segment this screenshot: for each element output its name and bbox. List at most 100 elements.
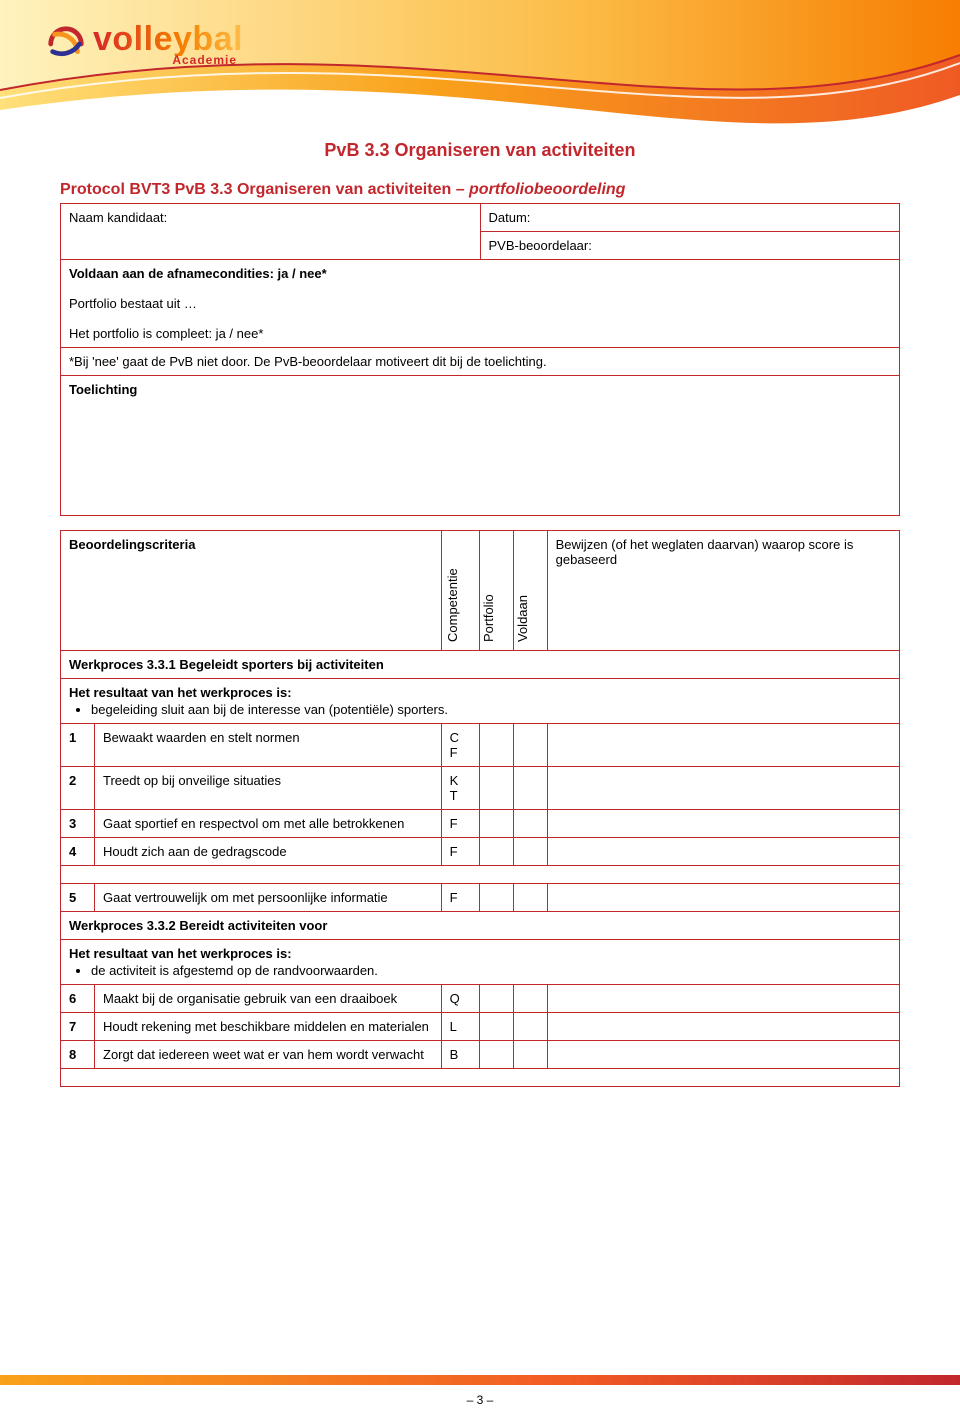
row-evidence bbox=[547, 1041, 899, 1069]
col-portfolio: Portfolio bbox=[479, 531, 513, 651]
datum-label: Datum: bbox=[489, 210, 531, 225]
wp2-body: Het resultaat van het werkproces is: de … bbox=[61, 940, 900, 985]
table-row: 8 Zorgt dat iedereen weet wat er van hem… bbox=[61, 1041, 900, 1069]
wp2-head: Werkproces 3.3.2 Bereidt activiteiten vo… bbox=[61, 912, 900, 940]
table-row: 4 Houdt zich aan de gedragscode F bbox=[61, 838, 900, 866]
condities-cell: Voldaan aan de afnamecondities: ja / nee… bbox=[61, 260, 900, 348]
row-portfolio bbox=[479, 1013, 513, 1041]
row-voldaan bbox=[513, 724, 547, 767]
toelichting-label: Toelichting bbox=[69, 382, 137, 397]
row-num: 1 bbox=[61, 724, 95, 767]
toelichting-cell: Toelichting bbox=[61, 376, 900, 516]
volleyball-icon bbox=[45, 23, 87, 65]
condities-label: Voldaan aan de afnamecondities: ja / nee… bbox=[69, 266, 891, 281]
row-num: 6 bbox=[61, 985, 95, 1013]
row-comp: F bbox=[441, 838, 479, 866]
table-row: 5 Gaat vertrouwelijk om met persoonlijke… bbox=[61, 884, 900, 912]
portfolio-compleet: Het portfolio is compleet: ja / nee* bbox=[69, 326, 891, 341]
row-num: 5 bbox=[61, 884, 95, 912]
page-number: – 3 – bbox=[0, 1393, 960, 1407]
spacer-row bbox=[61, 866, 900, 884]
wp1-title: Werkproces 3.3.1 Begeleidt sporters bij … bbox=[69, 657, 891, 672]
row-desc: Maakt bij de organisatie gebruik van een… bbox=[95, 985, 442, 1013]
brand-logo: volleybal Academie bbox=[45, 22, 243, 66]
row-portfolio bbox=[479, 810, 513, 838]
table-row: 6 Maakt bij de organisatie gebruik van e… bbox=[61, 985, 900, 1013]
col-voldaan-label: Voldaan bbox=[515, 595, 530, 642]
row-voldaan bbox=[513, 985, 547, 1013]
row-num: 8 bbox=[61, 1041, 95, 1069]
row-num: 4 bbox=[61, 838, 95, 866]
wp1-head: Werkproces 3.3.1 Begeleidt sporters bij … bbox=[61, 651, 900, 679]
col-portfolio-label: Portfolio bbox=[481, 594, 496, 642]
col-evidence-label: Bewijzen (of het weglaten daarvan) waaro… bbox=[556, 537, 854, 567]
table-row: 3 Gaat sportief en respectvol om met all… bbox=[61, 810, 900, 838]
row-voldaan bbox=[513, 810, 547, 838]
row-voldaan bbox=[513, 1041, 547, 1069]
row-portfolio bbox=[479, 1041, 513, 1069]
naam-cell: Naam kandidaat: bbox=[61, 204, 481, 260]
wp2-bullet: de activiteit is afgestemd op de randvoo… bbox=[91, 963, 891, 978]
table-row: 7 Houdt rekening met beschikbare middele… bbox=[61, 1013, 900, 1041]
row-comp: F bbox=[441, 884, 479, 912]
bij-nee-text: *Bij 'nee' gaat de PvB niet door. De PvB… bbox=[69, 354, 547, 369]
wp1-bullet: begeleiding sluit aan bij de interesse v… bbox=[91, 702, 891, 717]
row-desc: Gaat sportief en respectvol om met alle … bbox=[95, 810, 442, 838]
row-evidence bbox=[547, 767, 899, 810]
pvb-beoordelaar-cell: PVB-beoordelaar: bbox=[480, 232, 900, 260]
row-num: 7 bbox=[61, 1013, 95, 1041]
row-num: 3 bbox=[61, 810, 95, 838]
criteria-table: Beoordelingscriteria Competentie Portfol… bbox=[60, 530, 900, 1087]
wp1-body: Het resultaat van het werkproces is: beg… bbox=[61, 679, 900, 724]
row-comp: K T bbox=[441, 767, 479, 810]
wp2-res-label: Het resultaat van het werkproces is: bbox=[69, 946, 891, 961]
row-portfolio bbox=[479, 767, 513, 810]
row-comp: F bbox=[441, 810, 479, 838]
portfolio-uit: Portfolio bestaat uit … bbox=[69, 296, 891, 311]
bij-nee-cell: *Bij 'nee' gaat de PvB niet door. De PvB… bbox=[61, 348, 900, 376]
wp2-title: Werkproces 3.3.2 Bereidt activiteiten vo… bbox=[69, 918, 891, 933]
row-portfolio bbox=[479, 884, 513, 912]
logo-sub: Academie bbox=[172, 54, 237, 66]
col-competentie: Competentie bbox=[441, 531, 479, 651]
row-evidence bbox=[547, 985, 899, 1013]
row-comp: L bbox=[441, 1013, 479, 1041]
row-evidence bbox=[547, 884, 899, 912]
row-evidence bbox=[547, 810, 899, 838]
col-competentie-label: Competentie bbox=[445, 568, 460, 642]
row-voldaan bbox=[513, 838, 547, 866]
footer-bar bbox=[0, 1375, 960, 1385]
row-evidence bbox=[547, 1013, 899, 1041]
row-desc: Gaat vertrouwelijk om met persoonlijke i… bbox=[95, 884, 442, 912]
row-comp: B bbox=[441, 1041, 479, 1069]
row-comp: C F bbox=[441, 724, 479, 767]
col-evidence: Bewijzen (of het weglaten daarvan) waaro… bbox=[547, 531, 899, 651]
row-voldaan bbox=[513, 1013, 547, 1041]
row-evidence bbox=[547, 724, 899, 767]
row-desc: Treedt op bij onveilige situaties bbox=[95, 767, 442, 810]
criteria-header-label-cell: Beoordelingscriteria bbox=[61, 531, 442, 651]
row-desc: Bewaakt waarden en stelt normen bbox=[95, 724, 442, 767]
row-voldaan bbox=[513, 767, 547, 810]
row-desc: Houdt zich aan de gedragscode bbox=[95, 838, 442, 866]
table-row: 2 Treedt op bij onveilige situaties K T bbox=[61, 767, 900, 810]
row-num: 2 bbox=[61, 767, 95, 810]
row-evidence bbox=[547, 838, 899, 866]
pvb-label: PVB-beoordelaar: bbox=[489, 238, 592, 253]
logo-word: volleybal bbox=[93, 22, 243, 56]
row-portfolio bbox=[479, 838, 513, 866]
table-row: 1 Bewaakt waarden en stelt normen C F bbox=[61, 724, 900, 767]
info-table: Naam kandidaat: Datum: PVB-beoordelaar: … bbox=[60, 203, 900, 516]
wp1-res-label: Het resultaat van het werkproces is: bbox=[69, 685, 891, 700]
criteria-header-label: Beoordelingscriteria bbox=[69, 537, 195, 552]
row-voldaan bbox=[513, 884, 547, 912]
header-banner: volleybal Academie bbox=[0, 0, 960, 190]
row-desc: Zorgt dat iedereen weet wat er van hem w… bbox=[95, 1041, 442, 1069]
datum-cell: Datum: bbox=[480, 204, 900, 232]
row-portfolio bbox=[479, 985, 513, 1013]
row-comp: Q bbox=[441, 985, 479, 1013]
naam-label: Naam kandidaat: bbox=[69, 210, 167, 225]
row-portfolio bbox=[479, 724, 513, 767]
row-desc: Houdt rekening met beschikbare middelen … bbox=[95, 1013, 442, 1041]
trailing-spacer-row bbox=[61, 1069, 900, 1087]
